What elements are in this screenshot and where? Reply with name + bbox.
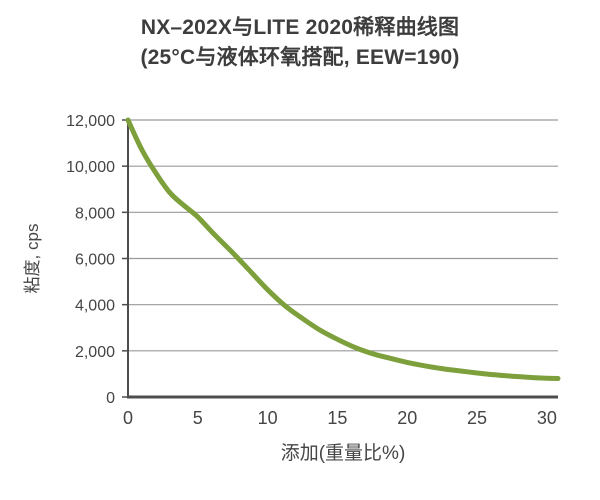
chart-title-line2: (25°C与液体环氧搭配, EEW=190) bbox=[140, 46, 460, 69]
x-tick-label: 20 bbox=[397, 408, 417, 428]
y-axis-title: 粘度, cps bbox=[23, 224, 42, 294]
chart-title-line1: NX–202X与LITE 2020稀释曲线图 bbox=[140, 16, 460, 39]
y-tick-label: 2,000 bbox=[75, 344, 115, 361]
x-axis-title: 添加(重量比%) bbox=[281, 442, 406, 464]
dilution-curve bbox=[125, 117, 561, 381]
chart-title: NX–202X与LITE 2020稀释曲线图 (25°C与液体环氧搭配, EEW… bbox=[0, 13, 600, 73]
x-tick-label: 15 bbox=[327, 408, 347, 428]
y-tick-label: 0 bbox=[106, 390, 115, 407]
x-tick-label: 30 bbox=[537, 408, 557, 428]
x-tick-label: 10 bbox=[258, 408, 278, 428]
x-tick-label: 25 bbox=[467, 408, 487, 428]
y-tick-label: 6,000 bbox=[75, 252, 115, 269]
y-tick-label: 4,000 bbox=[75, 298, 115, 315]
x-tick-label: 0 bbox=[123, 408, 133, 428]
x-tick-label: 5 bbox=[193, 408, 203, 428]
y-tick-label: 8,000 bbox=[75, 205, 115, 222]
y-tick-label: 12,000 bbox=[66, 113, 115, 130]
y-tick-label: 10,000 bbox=[66, 159, 115, 176]
